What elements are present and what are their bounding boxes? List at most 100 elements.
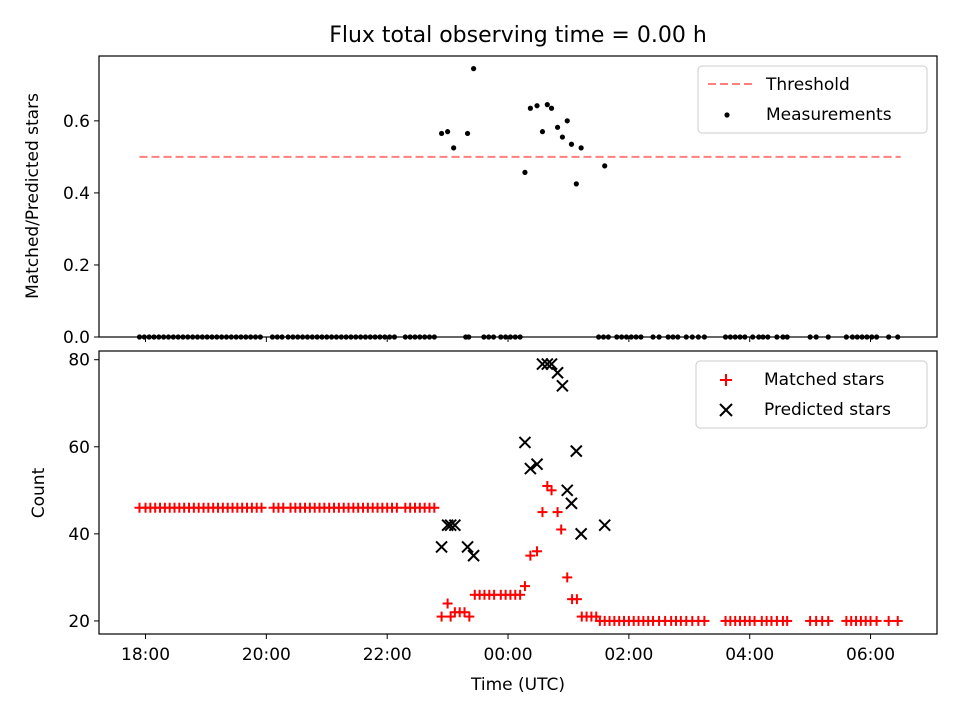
predicted-stars-point bbox=[556, 379, 569, 393]
matched-stars-point bbox=[442, 598, 453, 609]
predicted-marker-b bbox=[444, 518, 457, 532]
predicted-marker-b bbox=[561, 484, 574, 497]
bottom-y-axis-label: Count bbox=[29, 467, 49, 518]
predicted-marker-b bbox=[541, 357, 554, 371]
measurements-legend-label: Measurements bbox=[766, 105, 892, 125]
bottom-x-tick-label: 06:00 bbox=[846, 645, 895, 665]
top-legend-box bbox=[697, 65, 928, 134]
matched-stars-point bbox=[556, 524, 567, 535]
measurement-point bbox=[527, 105, 533, 111]
bottom-x-tick-label: 04:00 bbox=[725, 645, 774, 665]
bottom-x-tick-label: 00:00 bbox=[484, 645, 533, 665]
matched-stars-point bbox=[571, 594, 582, 605]
measurement-point bbox=[544, 102, 550, 108]
top-y-axis-label: Matched/Predicted stars bbox=[23, 93, 43, 299]
predicted-stars-point bbox=[444, 518, 457, 532]
bottom-plot-area bbox=[134, 357, 903, 626]
predicted-stars-point bbox=[448, 518, 462, 532]
matched-stars-point bbox=[519, 581, 530, 592]
predicted-marker-b bbox=[536, 357, 549, 371]
matched-stars-point bbox=[525, 550, 536, 561]
predicted-stars-point bbox=[551, 366, 564, 379]
matched-stars-point bbox=[591, 611, 602, 622]
predicted-marker-b bbox=[448, 518, 462, 532]
top-y-tick-label: 0.6 bbox=[63, 112, 90, 132]
matched-stars-point bbox=[436, 611, 447, 622]
predicted-marker-b bbox=[467, 549, 480, 562]
top-y-tick-label: 0.4 bbox=[63, 184, 90, 204]
predicted-marker-b bbox=[518, 436, 532, 449]
matched-stars-point bbox=[256, 502, 267, 513]
predicted-marker-b bbox=[545, 357, 558, 371]
matched-stars-point bbox=[552, 507, 563, 518]
predicted-marker-b bbox=[570, 444, 583, 458]
bottom-axes-frame bbox=[98, 350, 938, 635]
top-plot-area bbox=[136, 66, 901, 340]
bottom-y-tick-label: 80 bbox=[68, 351, 90, 371]
predicted-stars-point bbox=[598, 518, 611, 532]
measurement-point bbox=[573, 181, 579, 187]
predicted-marker-b bbox=[551, 366, 564, 379]
predicted-stars-point bbox=[435, 540, 448, 554]
bottom-y-tick-label: 20 bbox=[68, 612, 90, 632]
bottom-x-tick-label: 18:00 bbox=[121, 645, 170, 665]
bottom-legend-box bbox=[695, 360, 928, 429]
measurements-legend-swatch bbox=[724, 112, 730, 118]
measurement-point bbox=[568, 141, 575, 147]
bottom-x-tick-label: 22:00 bbox=[363, 645, 412, 665]
predicted-legend-label: Predicted stars bbox=[764, 400, 891, 420]
matched-stars-point bbox=[892, 615, 903, 626]
measurement-point bbox=[464, 130, 471, 137]
predicted-stars-point bbox=[574, 527, 588, 541]
predicted-marker-b bbox=[556, 379, 569, 393]
top-y-axis: 0.0 0.2 0.4 0.6 bbox=[63, 112, 99, 348]
matched-stars-point bbox=[429, 502, 440, 513]
measurement-point bbox=[445, 129, 451, 135]
bottom-x-tick-label: 20:00 bbox=[242, 645, 291, 665]
top-x-axis bbox=[145, 337, 872, 342]
measurement-point bbox=[578, 145, 584, 151]
predicted-stars-point bbox=[561, 484, 574, 497]
matched-stars-point bbox=[883, 615, 894, 626]
matched-stars-point bbox=[546, 485, 557, 496]
predicted-marker-b bbox=[461, 540, 474, 554]
measurement-point bbox=[470, 66, 477, 72]
matched-stars-point bbox=[782, 615, 793, 626]
top-y-tick-label: 0.0 bbox=[63, 328, 90, 348]
predicted-marker-b bbox=[574, 527, 588, 541]
bottom-y-tick-label: 60 bbox=[68, 438, 90, 458]
bottom-x-tick-label: 02:00 bbox=[604, 645, 653, 665]
top-legend: Threshold Measurements bbox=[697, 65, 928, 134]
top-axes-frame bbox=[98, 55, 938, 338]
predicted-stars-point bbox=[518, 436, 532, 449]
predicted-stars-point bbox=[565, 497, 578, 510]
figure-title: Flux total observing time = 0.00 h bbox=[329, 23, 707, 48]
matched-stars-point bbox=[515, 589, 526, 600]
top-panel: 0.0 0.2 0.4 0.6 Matched/Predicted stars Thr… bbox=[23, 55, 938, 348]
measurement-point bbox=[522, 169, 528, 175]
matched-stars-point bbox=[871, 615, 882, 626]
predicted-stars-point bbox=[545, 357, 558, 371]
bottom-legend: Matched stars Predicted stars bbox=[695, 360, 928, 429]
bottom-y-axis: 20 40 60 80 bbox=[68, 351, 99, 632]
matched-stars-point bbox=[391, 502, 402, 513]
bottom-x-axis: 18:00 20:00 22:00 00:00 02:00 04:00 06:00 bbox=[121, 634, 895, 665]
matched-stars-point bbox=[464, 611, 475, 622]
measurement-point bbox=[554, 124, 561, 130]
predicted-stars-point bbox=[461, 540, 474, 554]
predicted-stars-point bbox=[541, 357, 554, 371]
predicted-stars-point bbox=[570, 444, 583, 458]
predicted-stars-point bbox=[530, 457, 544, 471]
matched-legend-label: Matched stars bbox=[764, 370, 884, 390]
matched-stars-point bbox=[537, 507, 548, 518]
bottom-y-tick-label: 40 bbox=[68, 525, 90, 545]
matched-stars-point bbox=[823, 615, 834, 626]
matched-stars-point bbox=[532, 546, 543, 557]
matched-legend-swatch bbox=[720, 374, 732, 386]
matched-stars-point bbox=[562, 572, 573, 583]
predicted-marker-b bbox=[524, 462, 537, 475]
measurement-point bbox=[564, 118, 570, 124]
predicted-stars-point bbox=[524, 462, 537, 475]
matched-stars-point bbox=[699, 615, 710, 626]
